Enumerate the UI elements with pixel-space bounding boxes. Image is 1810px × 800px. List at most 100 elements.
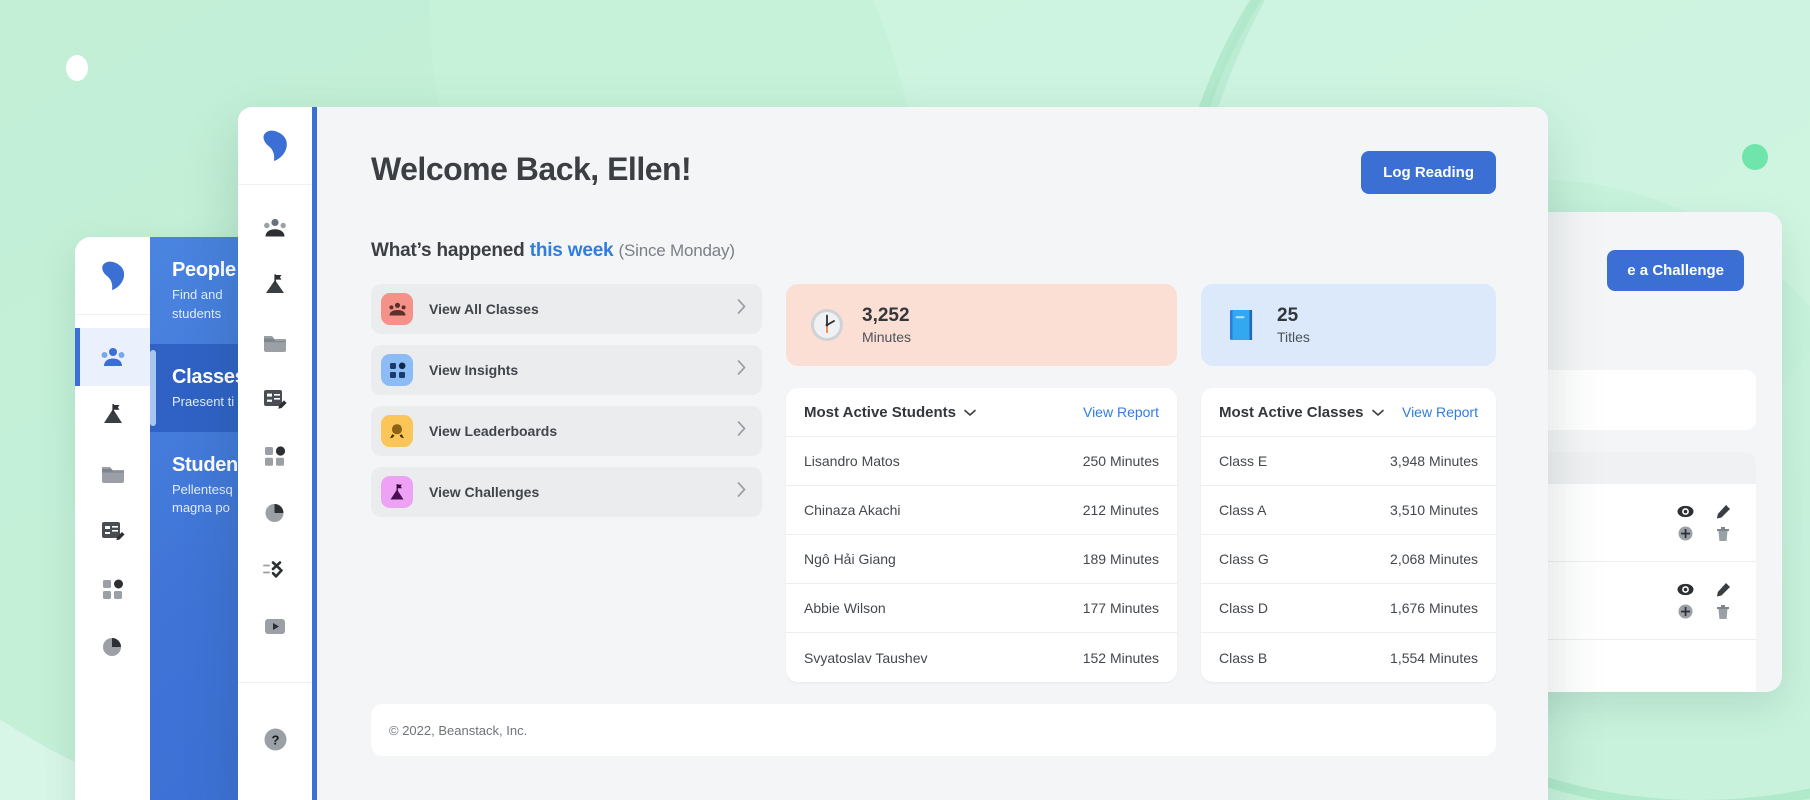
sidebar-item-people[interactable]: [238, 199, 312, 256]
sidebar-item-videos[interactable]: [238, 598, 312, 655]
trophy-icon: [381, 415, 413, 447]
background-nav-block-students: Students Pellentesq magna po: [150, 432, 320, 539]
eye-icon: [1670, 582, 1700, 598]
log-reading-button[interactable]: Log Reading: [1361, 151, 1496, 194]
background-sidebar-item-resources: [75, 444, 150, 502]
grid-icon: [381, 354, 413, 386]
people-group-icon: [381, 293, 413, 325]
row-value: 1,554 Minutes: [1390, 649, 1478, 666]
clock-icon: [808, 306, 846, 344]
action-view-challenges[interactable]: View Challenges: [371, 467, 762, 517]
row-name: Lisandro Matos: [804, 453, 900, 469]
page-header: Welcome Back, Ellen! Log Reading: [371, 151, 1496, 194]
row-name: Class B: [1219, 649, 1268, 666]
row-value: 212 Minutes: [1082, 502, 1159, 518]
plus-icon: [1670, 604, 1700, 620]
table-row: Class G 2,068 Minutes: [1201, 535, 1496, 584]
stat-value: 25: [1277, 305, 1299, 326]
background-nav-desc: Pellentesq magna po: [172, 481, 233, 516]
chevron-down-icon[interactable]: [1371, 404, 1384, 421]
table-row: Class B 1,554 Minutes: [1201, 633, 1496, 682]
sidebar-items: [238, 185, 312, 655]
plus-icon: [1670, 526, 1700, 542]
view-report-link[interactable]: View Report: [1082, 404, 1159, 420]
sidebar-item-resources[interactable]: [238, 313, 312, 370]
background-nav-desc: Find and students: [172, 287, 223, 321]
sidebar-item-reports[interactable]: [238, 484, 312, 541]
sidebar-accent-bar: [312, 107, 317, 800]
chevron-right-icon: [737, 299, 746, 319]
row-value: 250 Minutes: [1082, 453, 1159, 469]
action-label: View All Classes: [429, 301, 539, 317]
background-sidebar-item-reports: [75, 618, 150, 676]
row-value: 3,510 Minutes: [1390, 502, 1478, 518]
row-value: 152 Minutes: [1082, 649, 1159, 666]
panel-title: Most Active Students: [804, 403, 956, 421]
row-name: Ngô Hải Giang: [804, 551, 896, 567]
panel-title-group[interactable]: Most Active Students: [804, 404, 976, 421]
background-nav-title: Students: [172, 453, 256, 476]
svg-text:?: ?: [271, 732, 279, 747]
background-sidebar-item-insights: [75, 560, 150, 618]
action-view-all-classes[interactable]: View All Classes: [371, 284, 762, 334]
most-active-students-panel: Most Active Students View Report Lisandr…: [786, 388, 1177, 682]
sidebar-item-logs[interactable]: [238, 370, 312, 427]
decorative-green-dot: [1742, 144, 1768, 170]
background-table-row: [1438, 484, 1756, 562]
row-name: Chinaza Akachi: [804, 502, 901, 518]
stat-label: Titles: [1277, 329, 1310, 345]
footer: © 2022, Beanstack, Inc.: [371, 704, 1496, 756]
beanstack-logo-icon[interactable]: [238, 107, 312, 185]
most-active-classes-panel: Most Active Classes View Report Class E …: [1201, 388, 1496, 682]
row-name: Class D: [1219, 600, 1269, 616]
action-view-leaderboards[interactable]: View Leaderboards: [371, 406, 762, 456]
subheader-prefix: What’s happened: [371, 240, 525, 261]
view-report-link[interactable]: View Report: [1401, 404, 1478, 420]
panel-title-group[interactable]: Most Active Classes: [1219, 404, 1384, 421]
chevron-right-icon: [737, 421, 746, 441]
row-name: Class A: [1219, 502, 1267, 518]
sidebar-item-insights[interactable]: [238, 427, 312, 484]
row-value: 177 Minutes: [1082, 600, 1159, 616]
background-table-row: [1438, 562, 1756, 640]
sidebar-help[interactable]: ?: [238, 682, 312, 800]
dashboard-grid: 3,252 Minutes 25 Titles: [371, 284, 1496, 682]
background-row-actions: [1670, 504, 1738, 542]
action-label: View Leaderboards: [429, 423, 558, 439]
table-row: Ngô Hải Giang 189 Minutes: [786, 535, 1177, 584]
background-logo-icon: [75, 237, 150, 315]
stat-value: 3,252: [862, 305, 910, 326]
chevron-right-icon: [737, 482, 746, 502]
row-value: 1,676 Minutes: [1390, 600, 1478, 616]
subheader-highlight: this week: [529, 240, 614, 261]
stat-card-minutes: 3,252 Minutes: [786, 284, 1177, 366]
panel-title: Most Active Classes: [1219, 403, 1364, 421]
background-left-rail-icons: [75, 315, 150, 676]
panel-header: Most Active Classes View Report: [1201, 388, 1496, 437]
row-name: Abbie Wilson: [804, 600, 886, 616]
background-nav-block-people: People Find and students: [150, 237, 320, 344]
page-title: Welcome Back, Ellen!: [371, 151, 692, 187]
table-row: Abbie Wilson 177 Minutes: [786, 584, 1177, 633]
background-nav-desc: Praesent ti: [172, 393, 235, 409]
table-row: Class D 1,676 Minutes: [1201, 584, 1496, 633]
background-sidebar-item-challenges: [75, 386, 150, 444]
sidebar-item-tasks[interactable]: [238, 541, 312, 598]
eye-icon: [1670, 504, 1700, 520]
sidebar: ?: [238, 107, 312, 800]
pencil-icon: [1708, 504, 1738, 520]
row-value: 2,068 Minutes: [1390, 551, 1478, 567]
row-name: Class E: [1219, 453, 1268, 469]
pencil-icon: [1708, 582, 1738, 598]
row-name: Svyatoslav Taushev: [804, 649, 928, 666]
table-row: Chinaza Akachi 212 Minutes: [786, 486, 1177, 535]
main-window: ? Welcome Back, Ellen! Log Reading What’…: [238, 107, 1548, 800]
sidebar-item-challenges[interactable]: [238, 256, 312, 313]
action-view-insights[interactable]: View Insights: [371, 345, 762, 395]
trash-icon: [1708, 526, 1738, 542]
flag-mountain-icon: [381, 476, 413, 508]
action-label: View Challenges: [429, 484, 540, 500]
row-value: 3,948 Minutes: [1390, 453, 1478, 469]
chevron-down-icon[interactable]: [964, 404, 976, 421]
help-icon[interactable]: ?: [264, 728, 287, 756]
